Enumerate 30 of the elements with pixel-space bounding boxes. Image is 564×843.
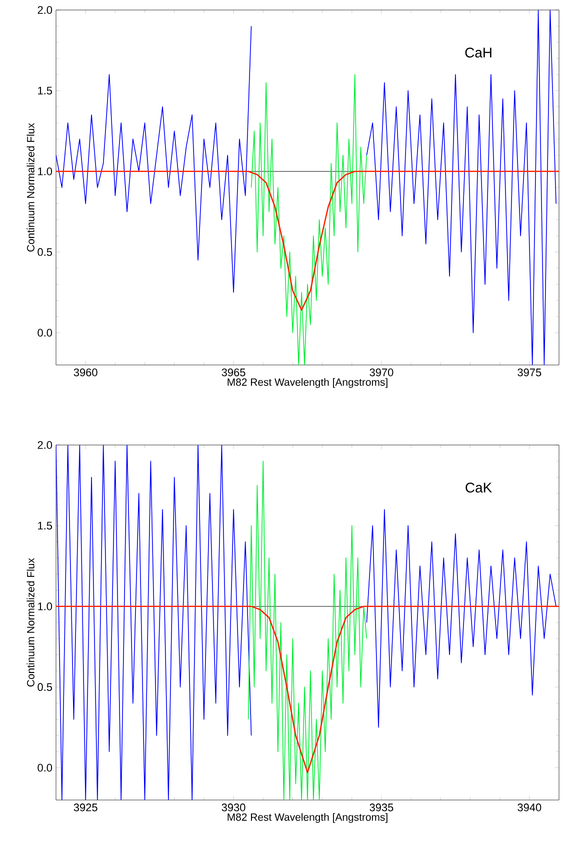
- x-tick-label: 3925: [74, 804, 98, 812]
- y-tick-label: 1.5: [38, 522, 52, 530]
- x-axis-title: M82 Rest Wavelength [Angstroms]: [228, 378, 388, 388]
- x-tick-label: 3940: [518, 804, 542, 812]
- line-series: [366, 509, 556, 728]
- y-tick-label: 0.0: [38, 328, 52, 337]
- y-tick-label: 2.0: [38, 6, 52, 14]
- y-axis-title: Continuum Normalized Flux: [26, 123, 34, 252]
- y-tick-label: 1.0: [38, 602, 52, 610]
- annotation: CaH: [465, 48, 492, 58]
- x-tick-label: 3935: [370, 804, 394, 812]
- y-tick-label: 2.0: [38, 441, 52, 449]
- line-series: [250, 74, 368, 365]
- x-tick-label: 3965: [222, 368, 246, 376]
- line-series: [248, 460, 368, 800]
- x-axis-title: M82 Rest Wavelength [Angstroms]: [228, 813, 388, 823]
- y-tick-label: 1.5: [38, 86, 52, 94]
- line-series: [366, 10, 556, 365]
- y-tick-label: 0.5: [38, 683, 52, 691]
- y-tick-label: 0.0: [38, 764, 52, 772]
- line-series: [56, 26, 252, 293]
- x-tick-label: 3960: [74, 368, 98, 376]
- annotation: CaK: [466, 482, 492, 493]
- y-axis-title: Continuum Normalized Flux: [26, 558, 34, 686]
- x-tick-label: 3970: [370, 368, 394, 376]
- line-series: [56, 445, 252, 800]
- x-tick-label: 3930: [222, 804, 246, 812]
- x-tick-label: 3975: [518, 368, 542, 376]
- y-tick-label: 0.5: [38, 248, 52, 256]
- y-tick-label: 1.0: [38, 167, 52, 176]
